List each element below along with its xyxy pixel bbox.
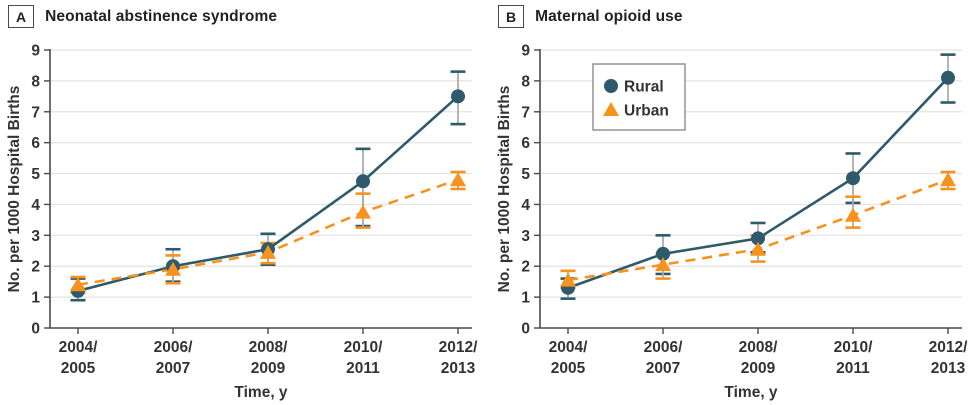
urban-point-marker <box>260 244 276 259</box>
panel-b-header: B Maternal opioid use <box>498 5 683 28</box>
y-tick-label: 3 <box>521 228 530 245</box>
urban-point-marker <box>750 241 766 256</box>
x-tick-label-line1: 2010/ <box>834 339 873 356</box>
x-tick-label-line2: 2007 <box>646 360 680 377</box>
urban-point-marker <box>355 204 371 219</box>
urban-point-marker <box>940 172 956 187</box>
rural-point-marker <box>356 174 370 189</box>
y-tick-label: 1 <box>31 290 40 307</box>
y-tick-label: 6 <box>521 135 530 152</box>
urban-point-marker <box>450 172 466 187</box>
y-axis-title: No. per 1000 Hospital Births <box>496 86 513 293</box>
x-tick-label-line1: 2012/ <box>929 339 968 356</box>
x-tick-label-line2: 2011 <box>836 360 870 377</box>
y-tick-label: 8 <box>521 73 530 90</box>
rural-point-marker <box>941 70 955 85</box>
x-tick-label-line1: 2008/ <box>739 339 778 356</box>
y-tick-label: 8 <box>31 73 40 90</box>
rural-point-marker <box>451 89 465 104</box>
rural-point-marker <box>751 231 765 246</box>
chart-maternal-opioid-use: 0 1 2 3 4 5 6 7 8 9 2004/2005 2006/2007 2008/2009 201… <box>496 43 968 402</box>
legend-rural-marker <box>604 79 618 93</box>
x-axis-title: Time, y <box>724 384 778 401</box>
x-tick-label-line1: 2004/ <box>59 339 98 356</box>
panel-a-header: A Neonatal abstinence syndrome <box>8 5 277 28</box>
y-tick-label: 4 <box>31 197 40 214</box>
x-axis-title: Time, y <box>234 384 288 401</box>
chart-neonatal-abstinence-syndrome: 0 1 2 3 4 5 6 7 8 9 2004/2005 2006/2007 2008/2009 201… <box>6 43 478 402</box>
legend-label-rural: Rural <box>624 79 664 96</box>
y-tick-label: 2 <box>521 259 530 276</box>
y-tick-label: 2 <box>31 259 40 276</box>
x-tick-label-line2: 2005 <box>61 360 96 377</box>
x-tick-label-line1: 2008/ <box>249 339 288 356</box>
y-axis-title: No. per 1000 Hospital Births <box>6 86 23 293</box>
y-tick-label: 0 <box>31 321 40 338</box>
x-tick-label-line2: 2013 <box>931 360 966 377</box>
panel-b: B Maternal opioid use 0 1 2 3 4 5 6 7 8 9 2004/200… <box>490 0 980 405</box>
urban-point-marker <box>655 257 671 272</box>
legend-label-urban: Urban <box>624 103 669 120</box>
x-tick-label-line1: 2006/ <box>154 339 193 356</box>
y-tick-label: 9 <box>521 43 530 60</box>
panel-b-label-box: B <box>498 5 525 28</box>
x-tick-label-line1: 2006/ <box>644 339 683 356</box>
legend-urban-marker <box>603 102 619 116</box>
legend-box <box>592 63 686 131</box>
x-tick-label-line1: 2010/ <box>344 339 383 356</box>
x-tick-label-line2: 2011 <box>346 360 380 377</box>
y-tick-label: 7 <box>521 104 530 121</box>
x-tick-label-line1: 2004/ <box>549 339 588 356</box>
urban-point-marker <box>70 277 86 292</box>
y-tick-label: 5 <box>31 166 40 183</box>
rural-point-marker <box>846 171 860 186</box>
urban-line <box>77 178 459 287</box>
x-tick-label-line1: 2012/ <box>439 339 478 356</box>
panel-a-label-box: A <box>8 5 35 28</box>
urban-point-marker <box>845 207 861 222</box>
x-tick-label-line2: 2007 <box>156 360 190 377</box>
x-tick-label-line2: 2013 <box>441 360 476 377</box>
y-tick-label: 6 <box>31 135 40 152</box>
y-tick-label: 4 <box>521 197 530 214</box>
urban-point-marker <box>560 272 576 287</box>
urban-point-marker <box>165 261 181 276</box>
x-tick-label-line2: 2009 <box>251 360 286 377</box>
panel-a-title: Neonatal abstinence syndrome <box>45 7 278 25</box>
panel-a: A Neonatal abstinence syndrome 0 1 2 3 4 5 6 7 8… <box>6 5 478 402</box>
y-tick-label: 7 <box>31 104 40 121</box>
y-tick-label: 5 <box>521 166 530 183</box>
rural-point-marker <box>656 246 670 261</box>
y-tick-label: 3 <box>31 228 40 245</box>
y-tick-label: 1 <box>521 290 530 307</box>
panel-b-title: Maternal opioid use <box>535 7 683 25</box>
x-tick-label-line2: 2009 <box>741 360 776 377</box>
y-tick-label: 9 <box>31 43 40 60</box>
x-tick-label-line2: 2005 <box>551 360 586 377</box>
y-tick-label: 0 <box>521 321 530 338</box>
